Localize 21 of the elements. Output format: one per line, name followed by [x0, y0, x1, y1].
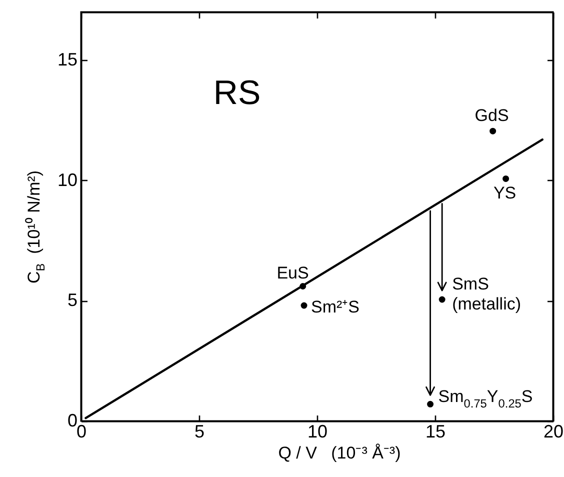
x-axis-title: Q / V (10⁻³ Å⁻³) — [278, 444, 401, 462]
x-tick-label: 5 — [194, 422, 205, 442]
annotation: EuS — [276, 263, 309, 282]
x-tick-label: 20 — [543, 422, 564, 442]
point — [438, 296, 446, 303]
annotation: GdS — [474, 106, 509, 126]
annotation: SmS (metallic) — [452, 274, 522, 314]
point — [427, 400, 434, 408]
annotation: RS — [213, 74, 261, 112]
y-tick-label: 10 — [57, 170, 78, 190]
point — [490, 128, 496, 134]
x-tick-label: 15 — [425, 422, 446, 442]
y-tick-label: 5 — [67, 290, 78, 310]
point — [300, 302, 308, 309]
point — [300, 283, 306, 290]
x-tick-label: 10 — [307, 422, 328, 442]
point — [502, 175, 510, 182]
annotation: Sm$_{0.75}$Y$_{0.25}$S — [438, 387, 533, 410]
annotation: Sm²⁺S — [311, 298, 360, 317]
y-tick-label: 15 — [57, 50, 78, 70]
annotation: YS — [493, 184, 516, 203]
